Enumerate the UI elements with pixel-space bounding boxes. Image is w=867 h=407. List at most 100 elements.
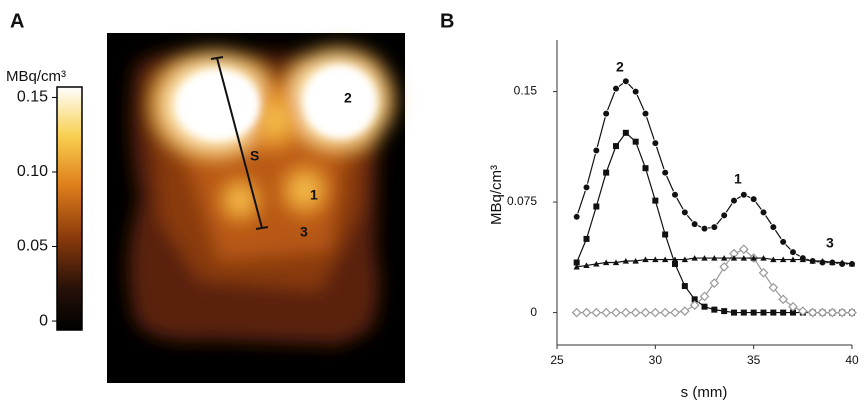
colorbar bbox=[56, 86, 83, 331]
point bbox=[622, 258, 630, 264]
point bbox=[768, 282, 779, 293]
point bbox=[711, 255, 718, 261]
point bbox=[770, 309, 777, 316]
point bbox=[571, 307, 582, 318]
annotation: 2 bbox=[616, 59, 624, 75]
point bbox=[632, 138, 639, 145]
point bbox=[730, 196, 738, 205]
point bbox=[837, 307, 848, 318]
heat-highlights bbox=[176, 66, 376, 140]
point bbox=[620, 307, 631, 318]
point bbox=[809, 258, 816, 264]
annotation: 1 bbox=[310, 187, 318, 203]
point bbox=[591, 307, 602, 318]
point bbox=[731, 309, 737, 316]
point bbox=[778, 294, 789, 305]
point bbox=[632, 258, 639, 264]
panel-label: A bbox=[10, 10, 24, 32]
point bbox=[652, 256, 659, 263]
point bbox=[611, 307, 621, 318]
point bbox=[779, 238, 787, 246]
point bbox=[700, 224, 709, 233]
point bbox=[651, 139, 660, 147]
point bbox=[759, 208, 768, 217]
point bbox=[699, 291, 710, 302]
point bbox=[681, 256, 689, 263]
point bbox=[652, 197, 659, 204]
profile-end bbox=[255, 226, 269, 230]
point bbox=[721, 308, 728, 315]
point bbox=[670, 307, 680, 318]
colorbar-tick-label: 0.05 bbox=[17, 238, 48, 255]
point bbox=[642, 165, 649, 172]
point bbox=[719, 262, 730, 272]
point bbox=[838, 259, 846, 266]
point bbox=[789, 256, 797, 263]
x-tick-label: 25 bbox=[550, 353, 564, 367]
annotation: 3 bbox=[300, 224, 308, 240]
point bbox=[572, 213, 581, 221]
point bbox=[750, 309, 757, 316]
annotation: 3 bbox=[826, 235, 834, 251]
point bbox=[779, 256, 787, 263]
point bbox=[749, 195, 758, 203]
point bbox=[582, 183, 591, 192]
colorbar-tick-label: 0.10 bbox=[17, 163, 48, 180]
point bbox=[758, 267, 769, 278]
point bbox=[601, 307, 612, 318]
point bbox=[662, 231, 669, 238]
point bbox=[701, 303, 708, 310]
point bbox=[592, 146, 601, 155]
point bbox=[642, 256, 649, 263]
point bbox=[660, 307, 671, 318]
point bbox=[593, 260, 600, 267]
point bbox=[631, 87, 640, 96]
colorbar-label: MBq/cm³ bbox=[6, 68, 66, 85]
point bbox=[691, 296, 698, 303]
point bbox=[691, 255, 698, 261]
profile-line bbox=[216, 57, 263, 229]
point bbox=[690, 220, 699, 228]
point bbox=[827, 307, 838, 318]
annotation: 2 bbox=[344, 90, 352, 106]
x-tick-label: 35 bbox=[747, 353, 761, 367]
panel-label: B bbox=[440, 10, 454, 32]
point bbox=[729, 248, 739, 259]
point bbox=[788, 301, 798, 312]
point bbox=[671, 256, 679, 263]
point bbox=[630, 307, 641, 318]
point bbox=[650, 307, 661, 318]
point bbox=[602, 109, 610, 118]
point bbox=[709, 278, 720, 288]
point bbox=[720, 255, 728, 261]
y-tick-label: 0.15 bbox=[514, 84, 538, 98]
point bbox=[661, 168, 669, 177]
point bbox=[789, 248, 797, 256]
point bbox=[612, 84, 620, 93]
point bbox=[799, 256, 807, 263]
point bbox=[622, 129, 629, 136]
point bbox=[573, 259, 580, 266]
point bbox=[622, 77, 630, 86]
point bbox=[740, 309, 747, 316]
point bbox=[760, 255, 767, 261]
point bbox=[770, 256, 777, 263]
point bbox=[760, 309, 767, 316]
point bbox=[829, 259, 836, 266]
point bbox=[730, 255, 738, 261]
point bbox=[661, 256, 669, 263]
point bbox=[710, 223, 719, 231]
x-tick-label: 30 bbox=[649, 353, 663, 367]
annotation: S bbox=[250, 148, 259, 164]
point bbox=[581, 307, 592, 318]
y-tick-label: 0 bbox=[530, 305, 537, 319]
point bbox=[640, 307, 651, 318]
y-axis-label: MBq/cm³ bbox=[488, 165, 505, 225]
y-tick-label: 0.075 bbox=[507, 194, 537, 208]
point bbox=[817, 307, 828, 318]
point bbox=[603, 169, 610, 176]
point bbox=[769, 223, 778, 231]
point bbox=[671, 190, 679, 199]
point bbox=[583, 262, 590, 269]
point bbox=[679, 306, 690, 316]
